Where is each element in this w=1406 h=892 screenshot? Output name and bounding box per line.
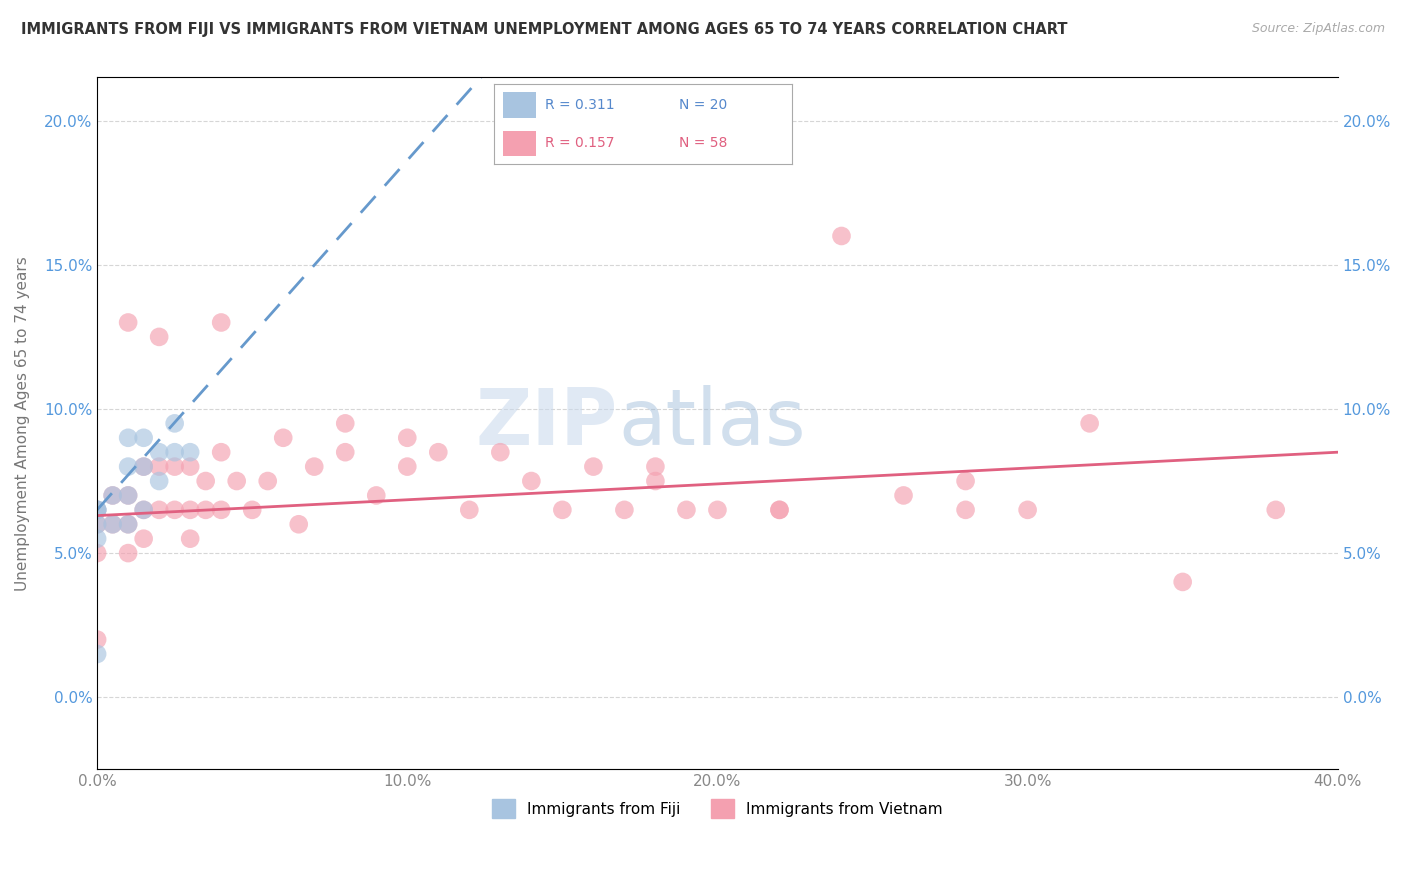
Point (179, 503, 201, 517)
Point (396, 459, 419, 474)
Point (831, 229, 853, 244)
Point (489, 445, 512, 459)
Point (955, 503, 977, 517)
Point (179, 532, 201, 546)
Point (209, 316, 232, 330)
Point (163, 445, 186, 459)
Point (148, 474, 170, 488)
Point (644, 459, 666, 474)
Point (179, 459, 201, 474)
Point (644, 474, 666, 488)
Point (101, 488, 124, 502)
Point (225, 474, 247, 488)
Point (366, 488, 388, 502)
Point (86, 546, 108, 560)
Point (1078, 417, 1101, 431)
Point (86, 503, 108, 517)
Text: IMMIGRANTS FROM FIJI VS IMMIGRANTS FROM VIETNAM UNEMPLOYMENT AMONG AGES 65 TO 74: IMMIGRANTS FROM FIJI VS IMMIGRANTS FROM … (21, 22, 1067, 37)
Point (117, 488, 139, 502)
Point (86, 632, 108, 647)
Point (86, 647, 108, 661)
Point (148, 503, 170, 517)
Point (86, 532, 108, 546)
Point (117, 517, 139, 532)
Text: atlas: atlas (619, 385, 806, 461)
Point (520, 474, 543, 488)
Point (427, 445, 450, 459)
Point (132, 532, 155, 546)
Point (117, 546, 139, 560)
Point (132, 431, 155, 445)
Point (302, 459, 325, 474)
Point (1017, 503, 1039, 517)
Point (1171, 574, 1194, 589)
Point (86, 503, 108, 517)
Point (117, 488, 139, 502)
Point (1264, 503, 1286, 517)
Point (132, 459, 155, 474)
Text: Source: ZipAtlas.com: Source: ZipAtlas.com (1251, 22, 1385, 36)
Point (893, 488, 915, 502)
Point (101, 517, 124, 532)
Point (256, 474, 278, 488)
Point (148, 459, 170, 474)
Point (148, 330, 170, 344)
Y-axis label: Unemployment Among Ages 65 to 74 years: Unemployment Among Ages 65 to 74 years (15, 256, 30, 591)
Point (194, 503, 217, 517)
Point (240, 503, 263, 517)
Point (86, 503, 108, 517)
Point (194, 474, 217, 488)
Point (117, 316, 139, 330)
Point (551, 503, 574, 517)
Point (613, 503, 636, 517)
Point (955, 474, 977, 488)
Point (396, 431, 419, 445)
Point (179, 445, 201, 459)
Point (582, 459, 605, 474)
Point (287, 517, 309, 532)
Point (86, 517, 108, 532)
Point (117, 431, 139, 445)
Point (706, 503, 728, 517)
Point (335, 445, 357, 459)
Point (101, 488, 124, 502)
Point (117, 459, 139, 474)
Point (768, 503, 790, 517)
Point (132, 503, 155, 517)
Point (209, 503, 232, 517)
Point (163, 503, 186, 517)
Point (86, 517, 108, 532)
Point (271, 431, 294, 445)
Point (132, 459, 155, 474)
Point (768, 503, 790, 517)
Point (148, 445, 170, 459)
Point (86, 503, 108, 517)
Point (117, 517, 139, 532)
Point (163, 417, 186, 431)
Point (209, 445, 232, 459)
Point (101, 517, 124, 532)
Text: ZIP: ZIP (477, 385, 619, 461)
Point (458, 503, 481, 517)
Legend: Immigrants from Fiji, Immigrants from Vietnam: Immigrants from Fiji, Immigrants from Vi… (486, 793, 949, 824)
Point (163, 459, 186, 474)
Point (335, 417, 357, 431)
Point (132, 503, 155, 517)
Point (675, 503, 697, 517)
